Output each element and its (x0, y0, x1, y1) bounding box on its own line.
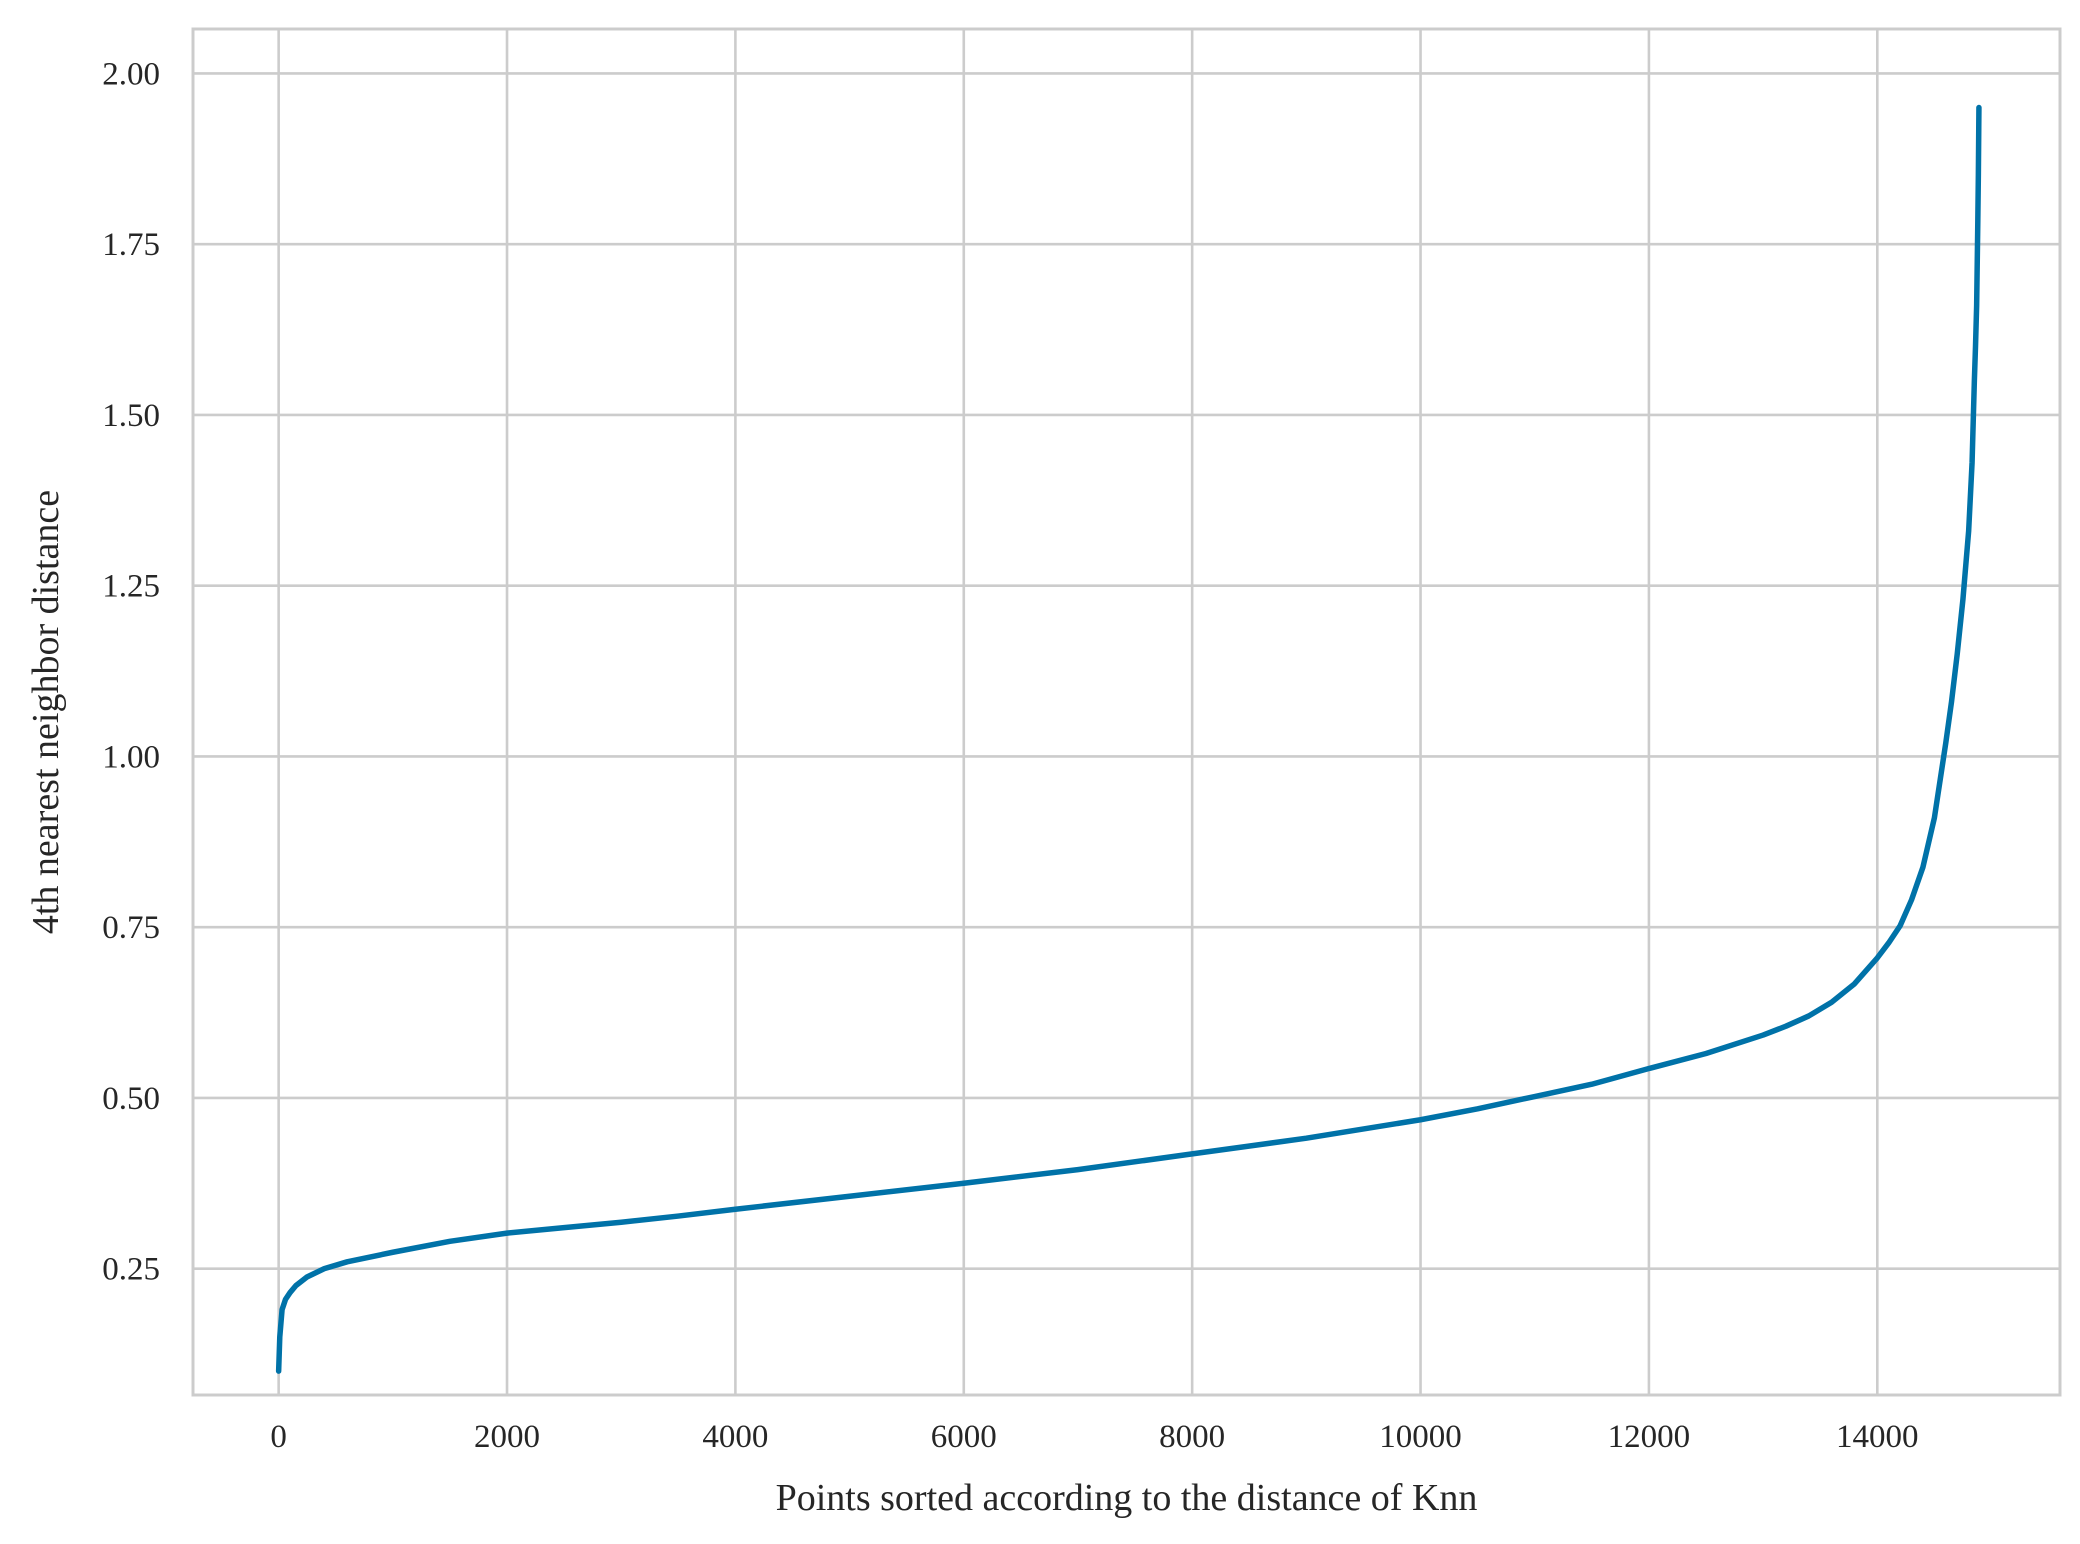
x-tick-label: 10000 (1379, 1419, 1462, 1455)
series-layer (275, 104, 1982, 1374)
x-tick-label: 2000 (474, 1419, 540, 1455)
y-tick-label: 0.25 (102, 1252, 160, 1288)
x-tick-label: 12000 (1608, 1419, 1691, 1455)
y-tick-label: 1.25 (102, 569, 160, 605)
x-tick-label: 0 (270, 1419, 287, 1455)
vertical-grid-lines (277, 29, 1879, 1395)
y-tick-label: 0.75 (102, 910, 160, 946)
plot-frame (191, 27, 2062, 1397)
y-tick-labels: 0.25 0.50 0.75 1.00 1.25 1.50 1.75 2.00 (102, 56, 160, 1287)
x-tick-label: 6000 (931, 1419, 997, 1455)
y-axis-label: 4th nearest neighbor distance (25, 490, 67, 934)
x-axis-label: Points sorted according to the distance … (776, 1477, 1478, 1519)
y-tick-label: 1.75 (102, 227, 160, 263)
x-tick-label: 4000 (702, 1419, 768, 1455)
y-tick-label: 1.50 (102, 398, 160, 434)
x-tick-label: 8000 (1159, 1419, 1225, 1455)
y-tick-label: 2.00 (102, 56, 160, 92)
y-tick-label: 0.50 (102, 1081, 160, 1117)
series-line (275, 104, 1982, 1374)
x-tick-label: 14000 (1836, 1419, 1919, 1455)
x-tick-labels: 0 2000 4000 6000 8000 10000 12000 14000 (270, 1419, 1918, 1455)
horizontal-grid-lines (193, 72, 2060, 1270)
y-tick-label: 1.00 (102, 739, 160, 775)
